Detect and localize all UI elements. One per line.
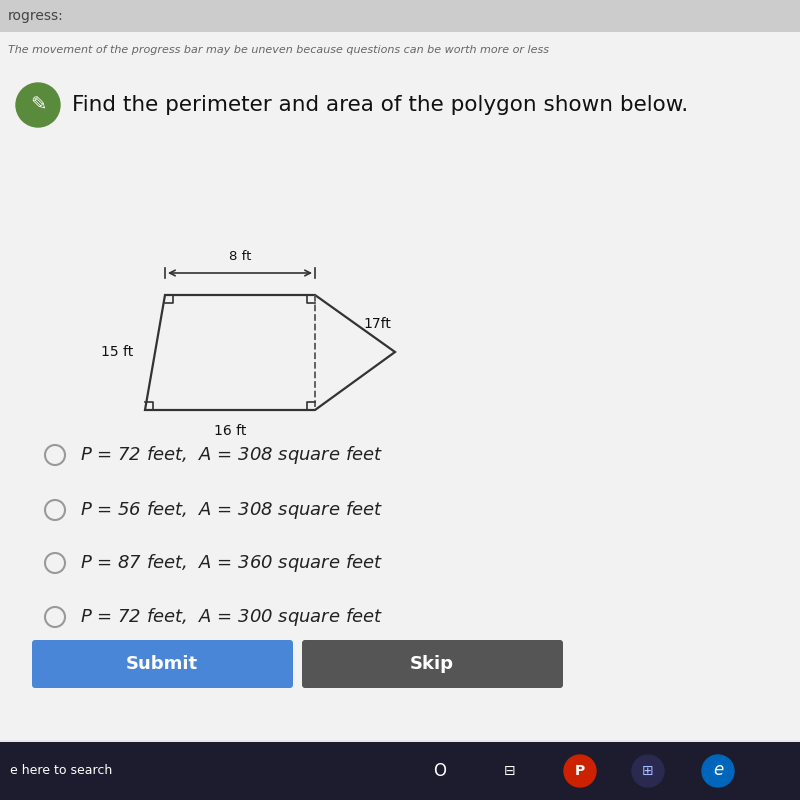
FancyBboxPatch shape — [0, 742, 800, 800]
Text: $P$ = 56 feet,  $A$ = 308 square feet: $P$ = 56 feet, $A$ = 308 square feet — [80, 499, 383, 521]
Circle shape — [45, 445, 65, 465]
FancyBboxPatch shape — [0, 32, 800, 740]
Text: 8 ft: 8 ft — [229, 250, 251, 263]
Text: Submit: Submit — [126, 655, 198, 673]
FancyBboxPatch shape — [32, 640, 293, 688]
FancyBboxPatch shape — [0, 0, 800, 32]
Circle shape — [45, 553, 65, 573]
Text: Find the perimeter and area of the polygon shown below.: Find the perimeter and area of the polyg… — [72, 95, 688, 115]
Text: e: e — [713, 761, 723, 779]
Text: O: O — [434, 762, 446, 780]
Circle shape — [16, 83, 60, 127]
Text: $P$ = 87 feet,  $A$ = 360 square feet: $P$ = 87 feet, $A$ = 360 square feet — [80, 552, 383, 574]
Circle shape — [702, 755, 734, 787]
Circle shape — [45, 500, 65, 520]
Text: $P$ = 72 feet,  $A$ = 308 square feet: $P$ = 72 feet, $A$ = 308 square feet — [80, 444, 383, 466]
Circle shape — [45, 607, 65, 627]
Text: rogress:: rogress: — [8, 9, 64, 23]
Text: ⊞: ⊞ — [642, 764, 654, 778]
Text: 15 ft: 15 ft — [101, 346, 133, 359]
Text: ✎: ✎ — [30, 95, 46, 114]
Text: 16 ft: 16 ft — [214, 424, 246, 438]
Text: ⊟: ⊟ — [504, 764, 516, 778]
Text: The movement of the progress bar may be uneven because questions can be worth mo: The movement of the progress bar may be … — [8, 45, 549, 55]
Circle shape — [564, 755, 596, 787]
Text: e here to search: e here to search — [10, 765, 112, 778]
Text: Skip: Skip — [410, 655, 454, 673]
Text: 17ft: 17ft — [363, 317, 391, 330]
Circle shape — [632, 755, 664, 787]
FancyBboxPatch shape — [302, 640, 563, 688]
Text: $P$ = 72 feet,  $A$ = 300 square feet: $P$ = 72 feet, $A$ = 300 square feet — [80, 606, 383, 628]
Text: P: P — [575, 764, 585, 778]
